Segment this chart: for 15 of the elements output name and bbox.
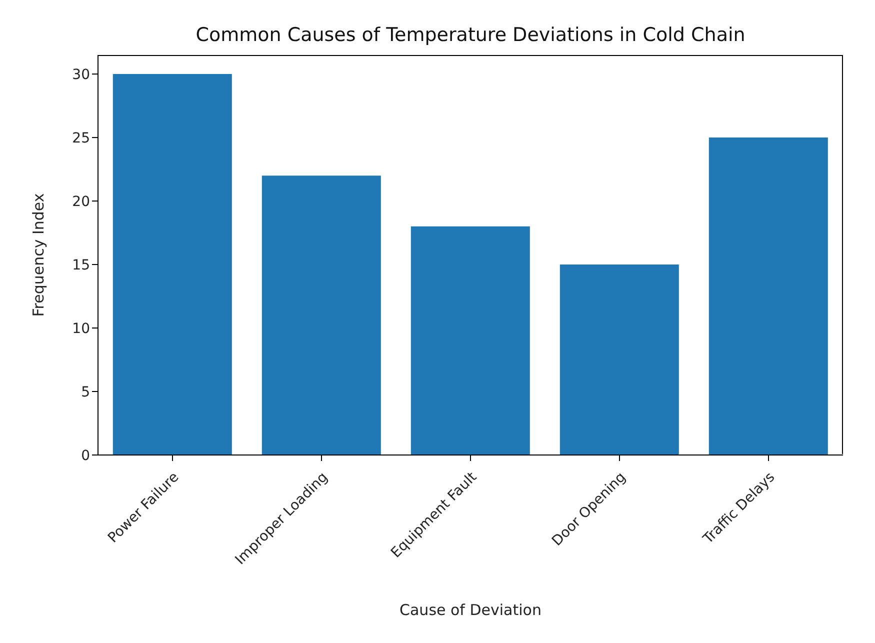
bar <box>560 264 679 455</box>
bar <box>262 176 381 455</box>
chart-title: Common Causes of Temperature Deviations in Cold Chain <box>194 24 746 46</box>
y-tick-label: 10 <box>72 320 90 337</box>
bar <box>112 74 232 455</box>
y-tick-label: 15 <box>72 257 90 274</box>
y-tick-label: 5 <box>81 384 90 400</box>
y-tick-label: 25 <box>72 130 90 147</box>
x-axis-title: Cause of Deviation <box>400 601 542 619</box>
y-tick-label: 0 <box>81 448 90 464</box>
y-tick-label: 20 <box>72 194 90 210</box>
bar <box>708 138 828 455</box>
y-axis-title: Frequency Index <box>29 193 48 317</box>
y-tick-label: 30 <box>72 67 90 84</box>
bar <box>410 226 530 455</box>
